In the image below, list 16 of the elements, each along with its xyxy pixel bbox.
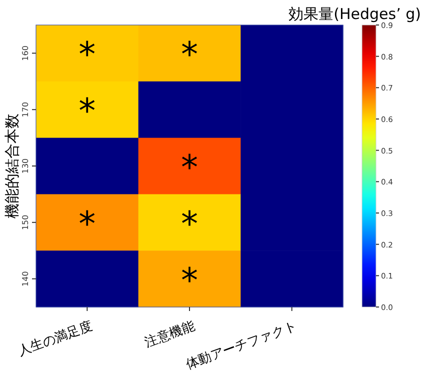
y-tick-label: 160 [21, 46, 30, 61]
data-label: * [181, 204, 198, 244]
y-axis-title: 機能的結合本数 [3, 114, 21, 218]
data-label: * [78, 92, 96, 132]
y-tick-label: 140 [21, 271, 30, 286]
y-tick-label: 130 [21, 158, 30, 174]
data-label: * [78, 35, 96, 76]
y-tick-label: 170 [21, 102, 30, 118]
x-tick-label: 注意機能 [142, 318, 197, 351]
x-tick-label: 人生の満足度 [16, 318, 95, 360]
data-label: * [181, 148, 198, 188]
y-tick-label: 150 [21, 214, 30, 230]
data-label: * [181, 35, 198, 76]
color-bar-title: 効果量(Hedges’ g) [288, 5, 421, 23]
data-label: * [181, 260, 198, 301]
data-label: * [78, 204, 96, 244]
